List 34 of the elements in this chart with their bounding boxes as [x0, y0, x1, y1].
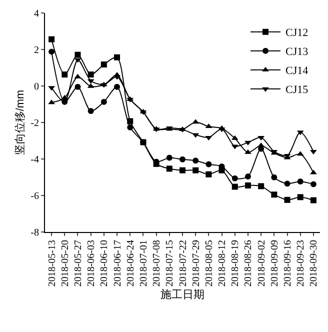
x-tick-label: 2018-05-13 — [46, 240, 58, 287]
x-tick-label: 2018-07-01 — [138, 240, 150, 287]
x-tick-label: 2018-06-17 — [112, 240, 124, 287]
x-tick-label: 2018-08-26 — [243, 240, 254, 287]
x-tick-label: 2018-05-27 — [72, 240, 84, 287]
x-tick-label: 2018-09-16 — [282, 240, 294, 287]
x-tick-label: 2018-07-15 — [164, 240, 176, 287]
x-tick-label: 2018-09-23 — [296, 240, 307, 287]
x-tick-label: 2018-09-09 — [269, 240, 280, 287]
x-tick-label: 2018-08-05 — [204, 240, 215, 287]
y-tick-label: -4 — [30, 154, 39, 166]
y-tick-label: 2 — [34, 45, 39, 56]
x-tick-label: 2018-05-20 — [60, 240, 71, 287]
x-tick-label: 2018-06-24 — [125, 240, 136, 287]
y-axis-title: 竖向位移/mm — [14, 90, 26, 156]
x-tick-label: 2018-09-02 — [256, 240, 268, 287]
x-tick-label: 2018-07-08 — [152, 240, 163, 287]
y-tick-label: -6 — [30, 191, 39, 202]
legend-label: CJ14 — [286, 65, 309, 78]
y-tick-label: 4 — [34, 8, 39, 20]
x-tick-label: 2018-07-22 — [178, 240, 189, 287]
legend-label: CJ15 — [286, 84, 309, 96]
y-tick-label: 0 — [34, 82, 39, 92]
x-tick-label: 2018-08-12 — [217, 240, 228, 287]
x-tick-label: 2018-07-29 — [190, 240, 202, 287]
y-tick-label: -8 — [30, 228, 39, 238]
legend-label: CJ12 — [286, 27, 308, 40]
x-tick-label: 2018-06-10 — [99, 240, 110, 287]
x-tick-label: 2018-09-30 — [308, 240, 320, 287]
x-tick-label: 2018-08-19 — [230, 240, 242, 287]
legend-label: CJ13 — [286, 46, 309, 58]
y-tick-label: -2 — [30, 118, 39, 129]
x-tick-label: 2018-06-03 — [86, 240, 98, 287]
x-axis-title: 施工日期 — [160, 288, 204, 301]
